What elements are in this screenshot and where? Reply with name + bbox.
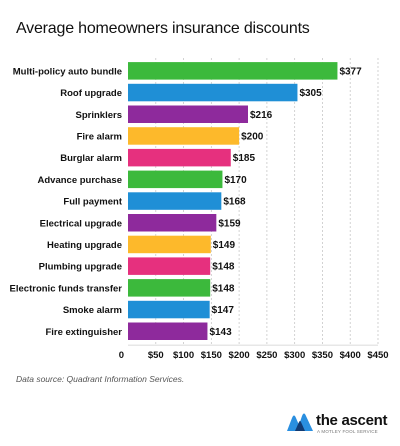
- bar-value-label: $148: [212, 283, 235, 294]
- x-tick-label: $300: [284, 350, 305, 360]
- bar: [128, 148, 231, 167]
- bar: [128, 62, 338, 80]
- bar-value-label: $377: [339, 66, 362, 77]
- bar-value-label: $200: [241, 131, 264, 142]
- brand-name: the ascent: [316, 412, 388, 429]
- bar: [128, 105, 248, 123]
- x-tick-label: $450: [367, 350, 388, 360]
- bar-value-label: $305: [299, 88, 322, 99]
- category-label: Plumbing upgrade: [39, 262, 122, 273]
- bar-value-label: $216: [250, 110, 273, 121]
- category-label: Fire alarm: [77, 131, 122, 142]
- x-tick-label: $150: [201, 350, 222, 360]
- bar-value-label: $185: [233, 153, 256, 164]
- data-source-note: Data source: Quadrant Information Servic…: [16, 374, 185, 384]
- brand-logo: the ascent A MOTLEY FOOL SERVICE: [286, 410, 396, 436]
- chart-title: Average homeowners insurance discounts: [16, 20, 310, 37]
- x-tick-label: $350: [312, 350, 333, 360]
- bar: [128, 127, 240, 145]
- x-tick-label: $200: [229, 350, 250, 360]
- category-label: Sprinklers: [76, 110, 122, 121]
- bar: [128, 235, 211, 254]
- brand-tagline: A MOTLEY FOOL SERVICE: [317, 429, 378, 434]
- category-label: Burglar alarm: [60, 153, 122, 164]
- x-tick-label: $250: [256, 350, 277, 360]
- bar-value-label: $149: [213, 240, 236, 251]
- bar: [128, 170, 223, 189]
- category-label: Multi-policy auto bundle: [13, 66, 122, 77]
- bar: [128, 300, 210, 319]
- category-label: Smoke alarm: [63, 305, 122, 316]
- bar: [128, 279, 211, 297]
- x-tick-label: 0: [119, 350, 124, 360]
- bar-value-label: $148: [212, 262, 235, 273]
- bar-value-label: $147: [212, 305, 235, 316]
- x-tick-label: $50: [148, 350, 164, 360]
- x-tick-label: $400: [340, 350, 361, 360]
- bar: [128, 322, 208, 340]
- category-label: Heating upgrade: [47, 240, 122, 251]
- category-label: Roof upgrade: [60, 88, 122, 99]
- category-label: Electrical upgrade: [40, 218, 122, 229]
- bar-value-label: $159: [218, 218, 241, 229]
- bar-chart: $377 Multi-policy auto bundle $305 Roof upg…: [10, 58, 389, 360]
- bar-value-label: $170: [224, 175, 247, 186]
- bar: [128, 192, 222, 210]
- bar-value-label: $168: [223, 197, 246, 208]
- bar: [128, 83, 298, 102]
- category-label: Advance purchase: [38, 175, 122, 186]
- ascent-logo-icon: [287, 413, 313, 431]
- bar-value-label: $143: [209, 327, 232, 338]
- category-label: Fire extinguisher: [45, 327, 122, 338]
- bar: [128, 214, 217, 232]
- bar: [128, 257, 211, 275]
- category-label: Full payment: [63, 197, 122, 208]
- category-label: Electronic funds transfer: [10, 283, 123, 294]
- x-tick-label: $100: [173, 350, 194, 360]
